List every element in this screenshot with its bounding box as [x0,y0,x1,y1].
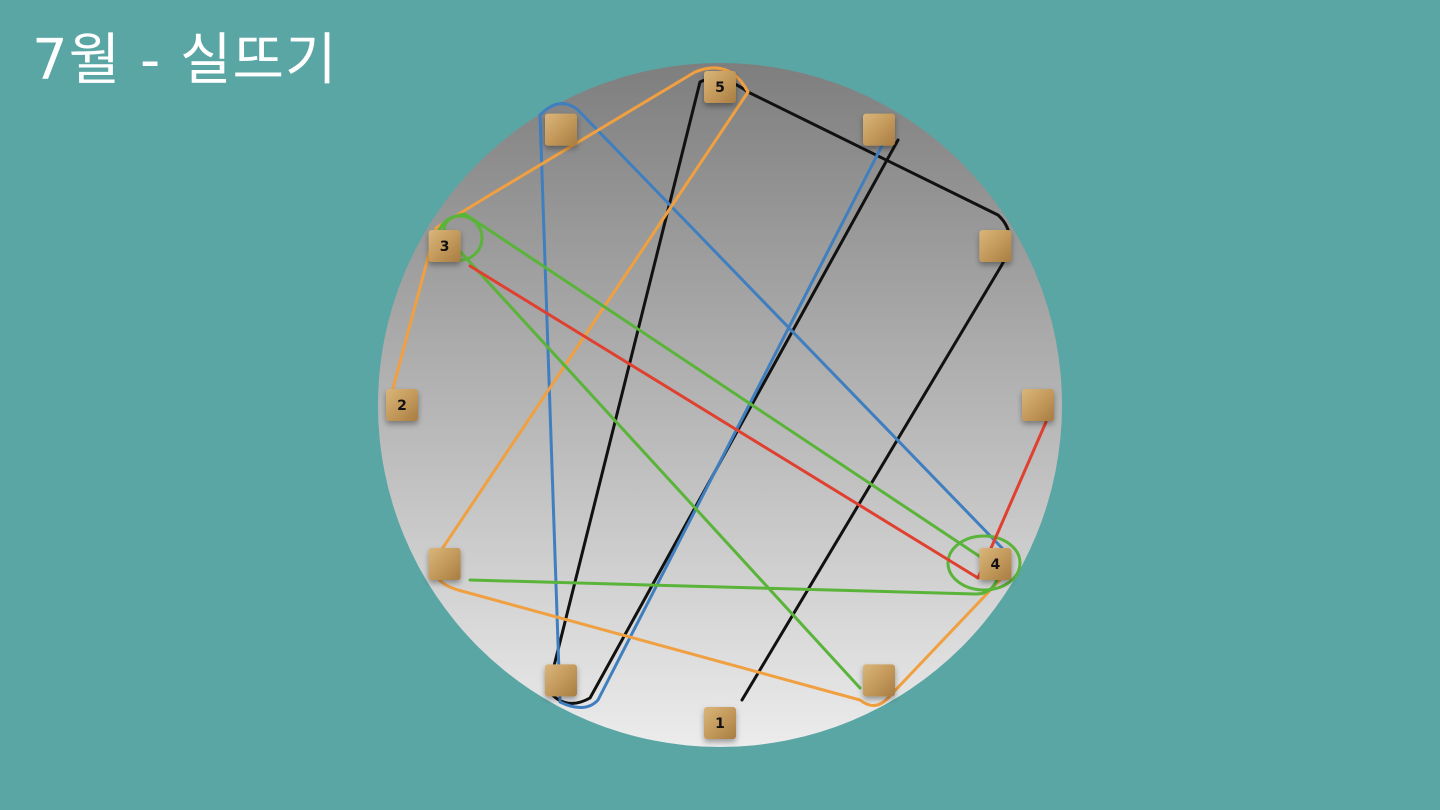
red-string [468,264,1048,580]
peg-block [545,113,577,146]
board-circle [378,63,1062,747]
peg-3: 3 [428,230,461,262]
peg-number: 5 [715,80,725,96]
peg-number: 1 [715,716,725,732]
peg-number: 3 [440,239,450,255]
peg-block [386,389,418,421]
peg-block [863,664,895,697]
peg-block [704,71,736,103]
peg-4: 4 [979,548,1012,580]
peg-block [428,230,461,262]
peg-bottom-left [545,664,577,697]
peg-right [1022,389,1054,421]
peg-block [1022,389,1054,421]
peg-top-left [545,113,577,146]
peg-top-right [863,113,895,146]
peg-number: 4 [991,557,1001,573]
peg-block [979,548,1012,580]
peg-number: 2 [397,398,407,414]
peg-block [545,664,577,697]
green-string [442,212,1002,690]
pegs: 5 4 1 2 3 [386,71,1054,739]
peg-block [704,707,736,739]
peg-lower-left [428,548,461,580]
peg-bottom-right [863,664,895,697]
blue-string [538,102,1004,709]
peg-1: 1 [704,707,736,739]
peg-5: 5 [704,71,736,103]
green-loop-4 [946,534,1022,592]
peg-block [428,548,461,580]
slide-title: 7월 - 실뜨기 [32,28,338,93]
peg-block [979,230,1012,262]
peg-block [863,113,895,146]
peg-upper-right [979,230,1012,262]
peg-2: 2 [386,389,418,421]
